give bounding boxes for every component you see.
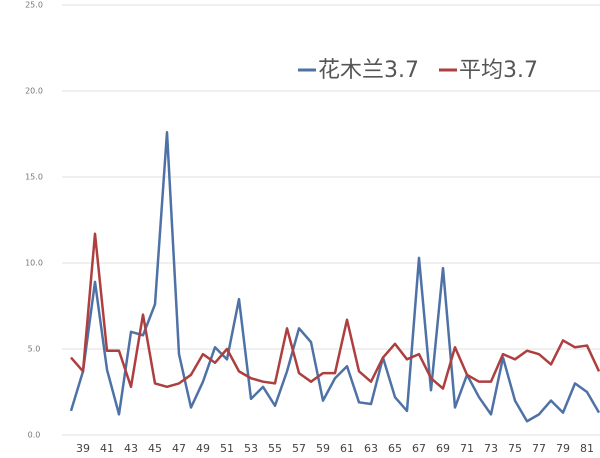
series-line bbox=[70, 232, 600, 390]
x-tick-label: 71 bbox=[460, 442, 474, 455]
x-tick-label: 67 bbox=[412, 442, 426, 455]
x-tick-label: 53 bbox=[244, 442, 258, 455]
x-tick-label: 79 bbox=[556, 442, 570, 455]
x-tick-label: 43 bbox=[124, 442, 138, 455]
x-tick-label: 65 bbox=[388, 442, 402, 455]
y-tick-label: 25.0 bbox=[25, 1, 43, 10]
x-tick-label: 77 bbox=[532, 442, 546, 455]
y-tick-label: 10.0 bbox=[25, 259, 43, 268]
y-tick-label: 15.0 bbox=[25, 173, 43, 182]
x-tick-label: 39 bbox=[76, 442, 90, 455]
y-tick-label: 5.0 bbox=[28, 345, 41, 354]
x-tick-label: 59 bbox=[316, 442, 330, 455]
y-tick-label: 20.0 bbox=[25, 87, 43, 96]
x-tick-label: 49 bbox=[196, 442, 210, 455]
x-tick-label: 69 bbox=[436, 442, 450, 455]
legend-label: 平均3.7 bbox=[459, 58, 538, 83]
legend-label: 花木兰3.7 bbox=[318, 58, 419, 83]
x-tick-label: 55 bbox=[268, 442, 282, 455]
x-tick-label: 81 bbox=[580, 442, 594, 455]
x-tick-label: 51 bbox=[220, 442, 234, 455]
x-tick-label: 75 bbox=[508, 442, 522, 455]
x-tick-label: 45 bbox=[148, 442, 162, 455]
x-tick-label: 47 bbox=[172, 442, 186, 455]
x-tick-label: 57 bbox=[292, 442, 306, 455]
x-tick-label: 63 bbox=[364, 442, 378, 455]
x-tick-label: 73 bbox=[484, 442, 498, 455]
x-tick-label: 41 bbox=[100, 442, 114, 455]
y-tick-label: 0.0 bbox=[28, 431, 41, 440]
x-tick-label: 61 bbox=[340, 442, 354, 455]
series-line bbox=[69, 131, 600, 423]
